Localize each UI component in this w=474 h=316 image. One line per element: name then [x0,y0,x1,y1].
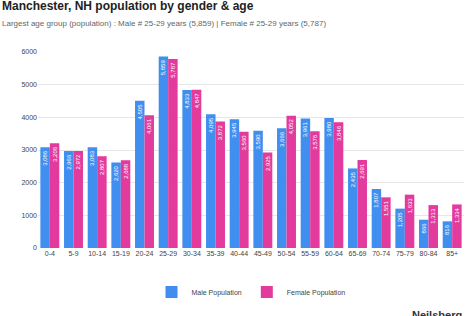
svg-text:Neilsberg: Neilsberg [412,309,462,316]
svg-text:3,961: 3,961 [302,122,308,138]
svg-text:70-74: 70-74 [372,250,390,257]
svg-text:2,691: 2,691 [359,163,365,179]
svg-text:3,083: 3,083 [89,150,95,166]
svg-text:Male Population: Male Population [192,289,242,297]
svg-text:5-9: 5-9 [68,250,78,257]
svg-text:Manchester, NH population by g: Manchester, NH population by gender & ag… [2,0,254,13]
svg-text:1,807: 1,807 [373,192,379,208]
svg-text:30-34: 30-34 [183,250,201,257]
svg-text:0: 0 [33,244,37,251]
svg-text:60-64: 60-64 [325,250,343,257]
svg-text:1,633: 1,633 [407,198,413,214]
svg-text:4,833: 4,833 [184,93,190,109]
svg-text:15-19: 15-19 [112,250,130,257]
svg-text:3,086: 3,086 [42,150,48,166]
svg-text:50-54: 50-54 [278,250,296,257]
svg-text:40-44: 40-44 [230,250,248,257]
svg-text:2,620: 2,620 [113,165,119,181]
svg-text:2000: 2000 [21,179,37,186]
svg-text:4000: 4000 [21,114,37,121]
svg-text:2,972: 2,972 [75,154,81,170]
svg-text:85+: 85+ [446,250,458,257]
svg-text:0-4: 0-4 [45,250,55,257]
svg-text:3000: 3000 [21,146,37,153]
svg-text:4,505: 4,505 [137,104,143,120]
svg-text:4,847: 4,847 [194,93,200,109]
svg-text:3,980: 3,980 [326,121,332,137]
svg-text:1000: 1000 [21,212,37,219]
svg-text:5,787: 5,787 [170,62,176,78]
svg-text:5000: 5000 [21,81,37,88]
svg-text:3,560: 3,560 [241,135,247,151]
svg-text:816: 816 [444,224,450,235]
svg-text:45-49: 45-49 [254,250,272,257]
svg-text:6000: 6000 [21,48,37,55]
svg-text:Female Population: Female Population [287,289,345,297]
svg-text:2,925: 2,925 [265,155,271,171]
svg-text:1,205: 1,205 [397,212,403,228]
svg-text:2,435: 2,435 [350,171,356,187]
svg-text:20-24: 20-24 [136,250,154,257]
svg-text:4,061: 4,061 [146,118,152,134]
svg-text:75-79: 75-79 [396,250,414,257]
svg-text:3,666: 3,666 [279,131,285,147]
svg-text:3,590: 3,590 [255,134,261,150]
svg-text:3,206: 3,206 [52,146,58,162]
svg-text:35-39: 35-39 [207,250,225,257]
svg-text:2,688: 2,688 [123,163,129,179]
svg-text:80-84: 80-84 [420,250,438,257]
svg-text:2,807: 2,807 [99,159,105,175]
svg-text:1,313: 1,313 [430,208,436,224]
svg-text:3,872: 3,872 [217,125,223,141]
svg-text:866: 866 [421,223,427,234]
svg-text:2,966: 2,966 [66,154,72,170]
svg-text:3,945: 3,945 [231,122,237,138]
svg-text:Largest age group (population): Largest age group (population) : Male # … [2,19,326,28]
svg-text:10-14: 10-14 [88,250,106,257]
svg-text:4,052: 4,052 [288,119,294,135]
svg-text:3,576: 3,576 [312,134,318,150]
svg-text:55-59: 55-59 [301,250,319,257]
svg-text:1,551: 1,551 [383,200,389,216]
svg-text:3,846: 3,846 [336,125,342,141]
svg-text:4,095: 4,095 [208,117,214,133]
svg-text:25-29: 25-29 [159,250,177,257]
svg-text:65-69: 65-69 [349,250,367,257]
svg-text:Source: U.S. Census Bureau, Am: Source: U.S. Census Bureau, American Com… [2,315,277,316]
svg-text:5,859: 5,859 [160,60,166,76]
svg-text:1,334: 1,334 [454,207,460,223]
